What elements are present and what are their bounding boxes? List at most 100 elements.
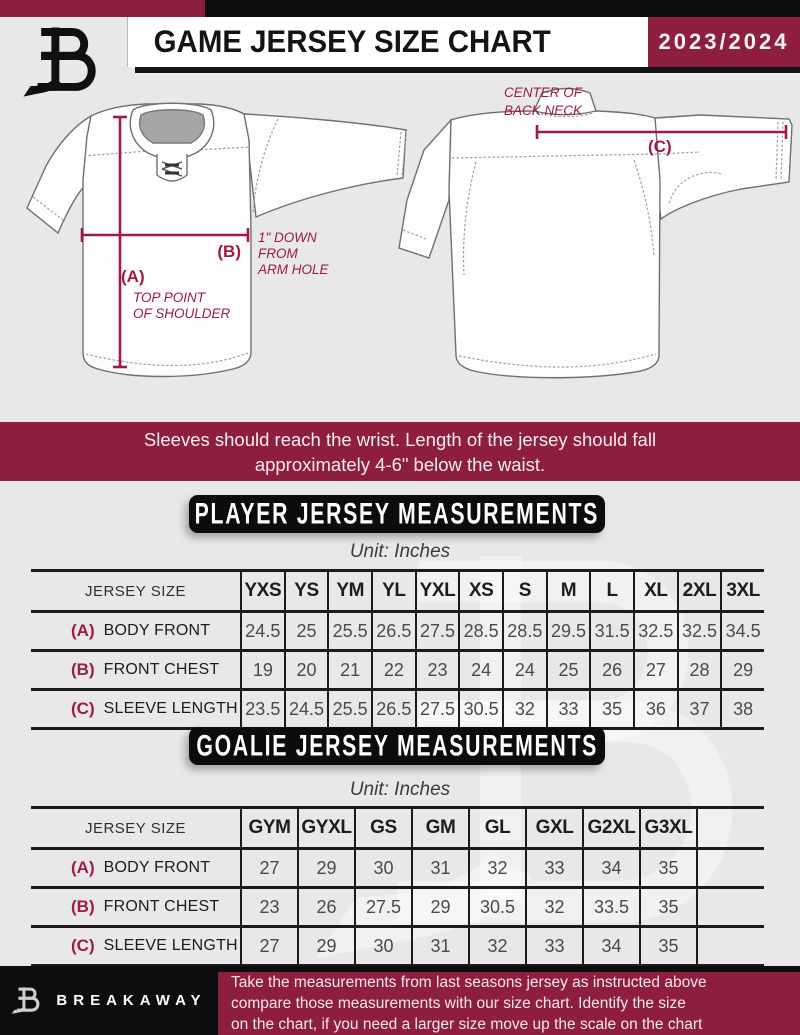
player-size-col: YL (371, 572, 415, 610)
goalie-body-front-row: (A) BODY FRONT 27 29 30 31 32 33 34 35 (31, 850, 764, 889)
player-size-col: 3XL (720, 572, 764, 610)
fit-notice-band: Sleeves should reach the wrist. Length o… (0, 422, 800, 481)
goalie-sleeve-length-row: (C) SLEEVE LENGTH 27 29 30 31 32 33 34 3… (31, 928, 764, 967)
player-heading-label: PLAYER JERSEY MEASUREMENTS (194, 496, 600, 530)
footer-note-line2: compare those measurements with our size… (231, 995, 686, 1012)
goalie-size-col: GXL (525, 809, 582, 847)
measurement-value: 33 (545, 691, 590, 727)
row-label: (B) FRONT CHEST (71, 660, 220, 679)
row-label: (A) BODY FRONT (71, 621, 211, 640)
measurement-value: 28.5 (502, 613, 546, 649)
measurement-value: 27 (240, 850, 297, 886)
player-size-col: XS (458, 572, 502, 610)
player-size-col: YM (327, 572, 371, 610)
measurement-value: 23 (240, 889, 297, 925)
empty-cell (696, 889, 764, 925)
player-size-table: JERSEY SIZE YXS YS YM YL YXL XS S M L XL… (31, 569, 764, 730)
measurement-value: 31.5 (589, 613, 633, 649)
measurement-value: 35 (589, 691, 633, 727)
empty-cell (696, 928, 764, 964)
goalie-size-col: G2XL (582, 809, 639, 847)
measurement-value: 36 (633, 691, 677, 727)
player-size-col: 2XL (676, 572, 721, 610)
measurement-value: 24.5 (240, 613, 284, 649)
jersey-diagrams: (A) TOP POINT OF SHOULDER (B) 1" DOWN FR… (26, 85, 793, 379)
measurement-value: 24 (458, 652, 502, 688)
fit-notice-line1: Sleeves should reach the wrist. Length o… (143, 429, 657, 450)
measurement-value: 25.5 (327, 613, 371, 649)
measurement-value: 35 (639, 889, 696, 925)
measurement-value: 30 (354, 928, 411, 964)
footer-note-line3: on the chart, if you need a larger size … (231, 1016, 703, 1033)
measurement-value: 32.5 (676, 613, 721, 649)
empty-cell (696, 850, 764, 886)
measurement-value: 34.5 (720, 613, 764, 649)
measurement-value: 20 (283, 652, 328, 688)
top-bar-black (205, 0, 800, 17)
breakaway-logo-small-icon (12, 986, 40, 1014)
measurement-value: 25 (545, 652, 590, 688)
goalie-size-table: JERSEY SIZE GYM GYXL GS GM GL GXL G2XL G… (31, 806, 764, 967)
goalie-unit-label: Unit: Inches (349, 779, 451, 800)
measurement-value: 29 (720, 652, 764, 688)
measurement-value: 27.5 (414, 613, 459, 649)
season-label: 2023/2024 (658, 29, 790, 54)
measurement-value: 29 (297, 850, 354, 886)
title-bar: GAME JERSEY SIZE CHART (127, 17, 649, 67)
goalie-heading-label: GOALIE JERSEY MEASUREMENTS (196, 728, 598, 762)
measurement-value: 31 (411, 928, 468, 964)
player-unit-label: Unit: Inches (349, 541, 451, 562)
measurement-value: 26 (297, 889, 354, 925)
brand-name: BREAKAWAY (56, 992, 207, 1009)
measurement-value: 28.5 (458, 613, 502, 649)
measurement-value: 34 (582, 850, 639, 886)
season-badge: 2023/2024 (648, 17, 800, 67)
measurement-value: 19 (240, 652, 284, 688)
front-b-note-line3: ARM HOLE (257, 262, 330, 277)
breakaway-logo-icon (23, 27, 96, 97)
row-label: (B) FRONT CHEST (71, 897, 220, 916)
player-size-col: S (502, 572, 546, 610)
goalie-front-chest-row: (B) FRONT CHEST 23 26 27.5 29 30.5 32 33… (31, 889, 764, 928)
goalie-table-header-row: JERSEY SIZE GYM GYXL GS GM GL GXL G2XL G… (31, 809, 764, 850)
player-body-front-row: (A) BODY FRONT 24.5 25 25.5 26.5 27.5 28… (31, 613, 764, 652)
measurement-value: 26.5 (371, 613, 415, 649)
front-b-note-line1: 1" DOWN (258, 230, 317, 245)
measurement-value: 33.5 (582, 889, 639, 925)
front-a-note-line2: OF SHOULDER (133, 306, 231, 321)
measurement-value: 28 (676, 652, 721, 688)
measurement-value: 30.5 (468, 889, 525, 925)
measurement-value: 32 (468, 928, 525, 964)
measurement-value: 35 (639, 928, 696, 964)
player-size-col: L (589, 572, 633, 610)
measurement-value: 22 (371, 652, 415, 688)
footer-note-line1: Take the measurements from last seasons … (231, 974, 707, 991)
back-c-label: (C) (648, 137, 672, 156)
measurement-value: 29 (297, 928, 354, 964)
measurement-value: 26 (589, 652, 633, 688)
goalie-size-col: GS (354, 809, 411, 847)
measurement-value: 25 (283, 613, 328, 649)
footer-brand-block: BREAKAWAY (0, 966, 218, 1035)
top-bar-maroon (0, 0, 205, 17)
measurement-value: 32 (525, 889, 582, 925)
measurement-value: 27.5 (414, 691, 459, 727)
goalie-corner-label: JERSEY SIZE (84, 819, 187, 837)
measurement-value: 30 (354, 850, 411, 886)
measurement-value: 34 (582, 928, 639, 964)
player-size-col: YXL (414, 572, 459, 610)
measurement-value: 35 (639, 850, 696, 886)
row-label: (C) SLEEVE LENGTH (71, 699, 238, 718)
measurement-value: 24.5 (283, 691, 328, 727)
back-neck-note-line2: BACK NECK (504, 103, 583, 118)
measurement-value: 23 (414, 652, 459, 688)
title-underline (135, 67, 800, 73)
player-corner-label: JERSEY SIZE (84, 582, 187, 600)
measurement-value: 29.5 (545, 613, 590, 649)
goalie-size-col: G3XL (639, 809, 696, 847)
row-label: (A) BODY FRONT (71, 858, 211, 877)
measurement-value: 27 (633, 652, 677, 688)
measurement-value: 37 (676, 691, 721, 727)
measurement-value: 32 (502, 691, 546, 727)
front-b-note-line2: FROM (258, 246, 298, 261)
